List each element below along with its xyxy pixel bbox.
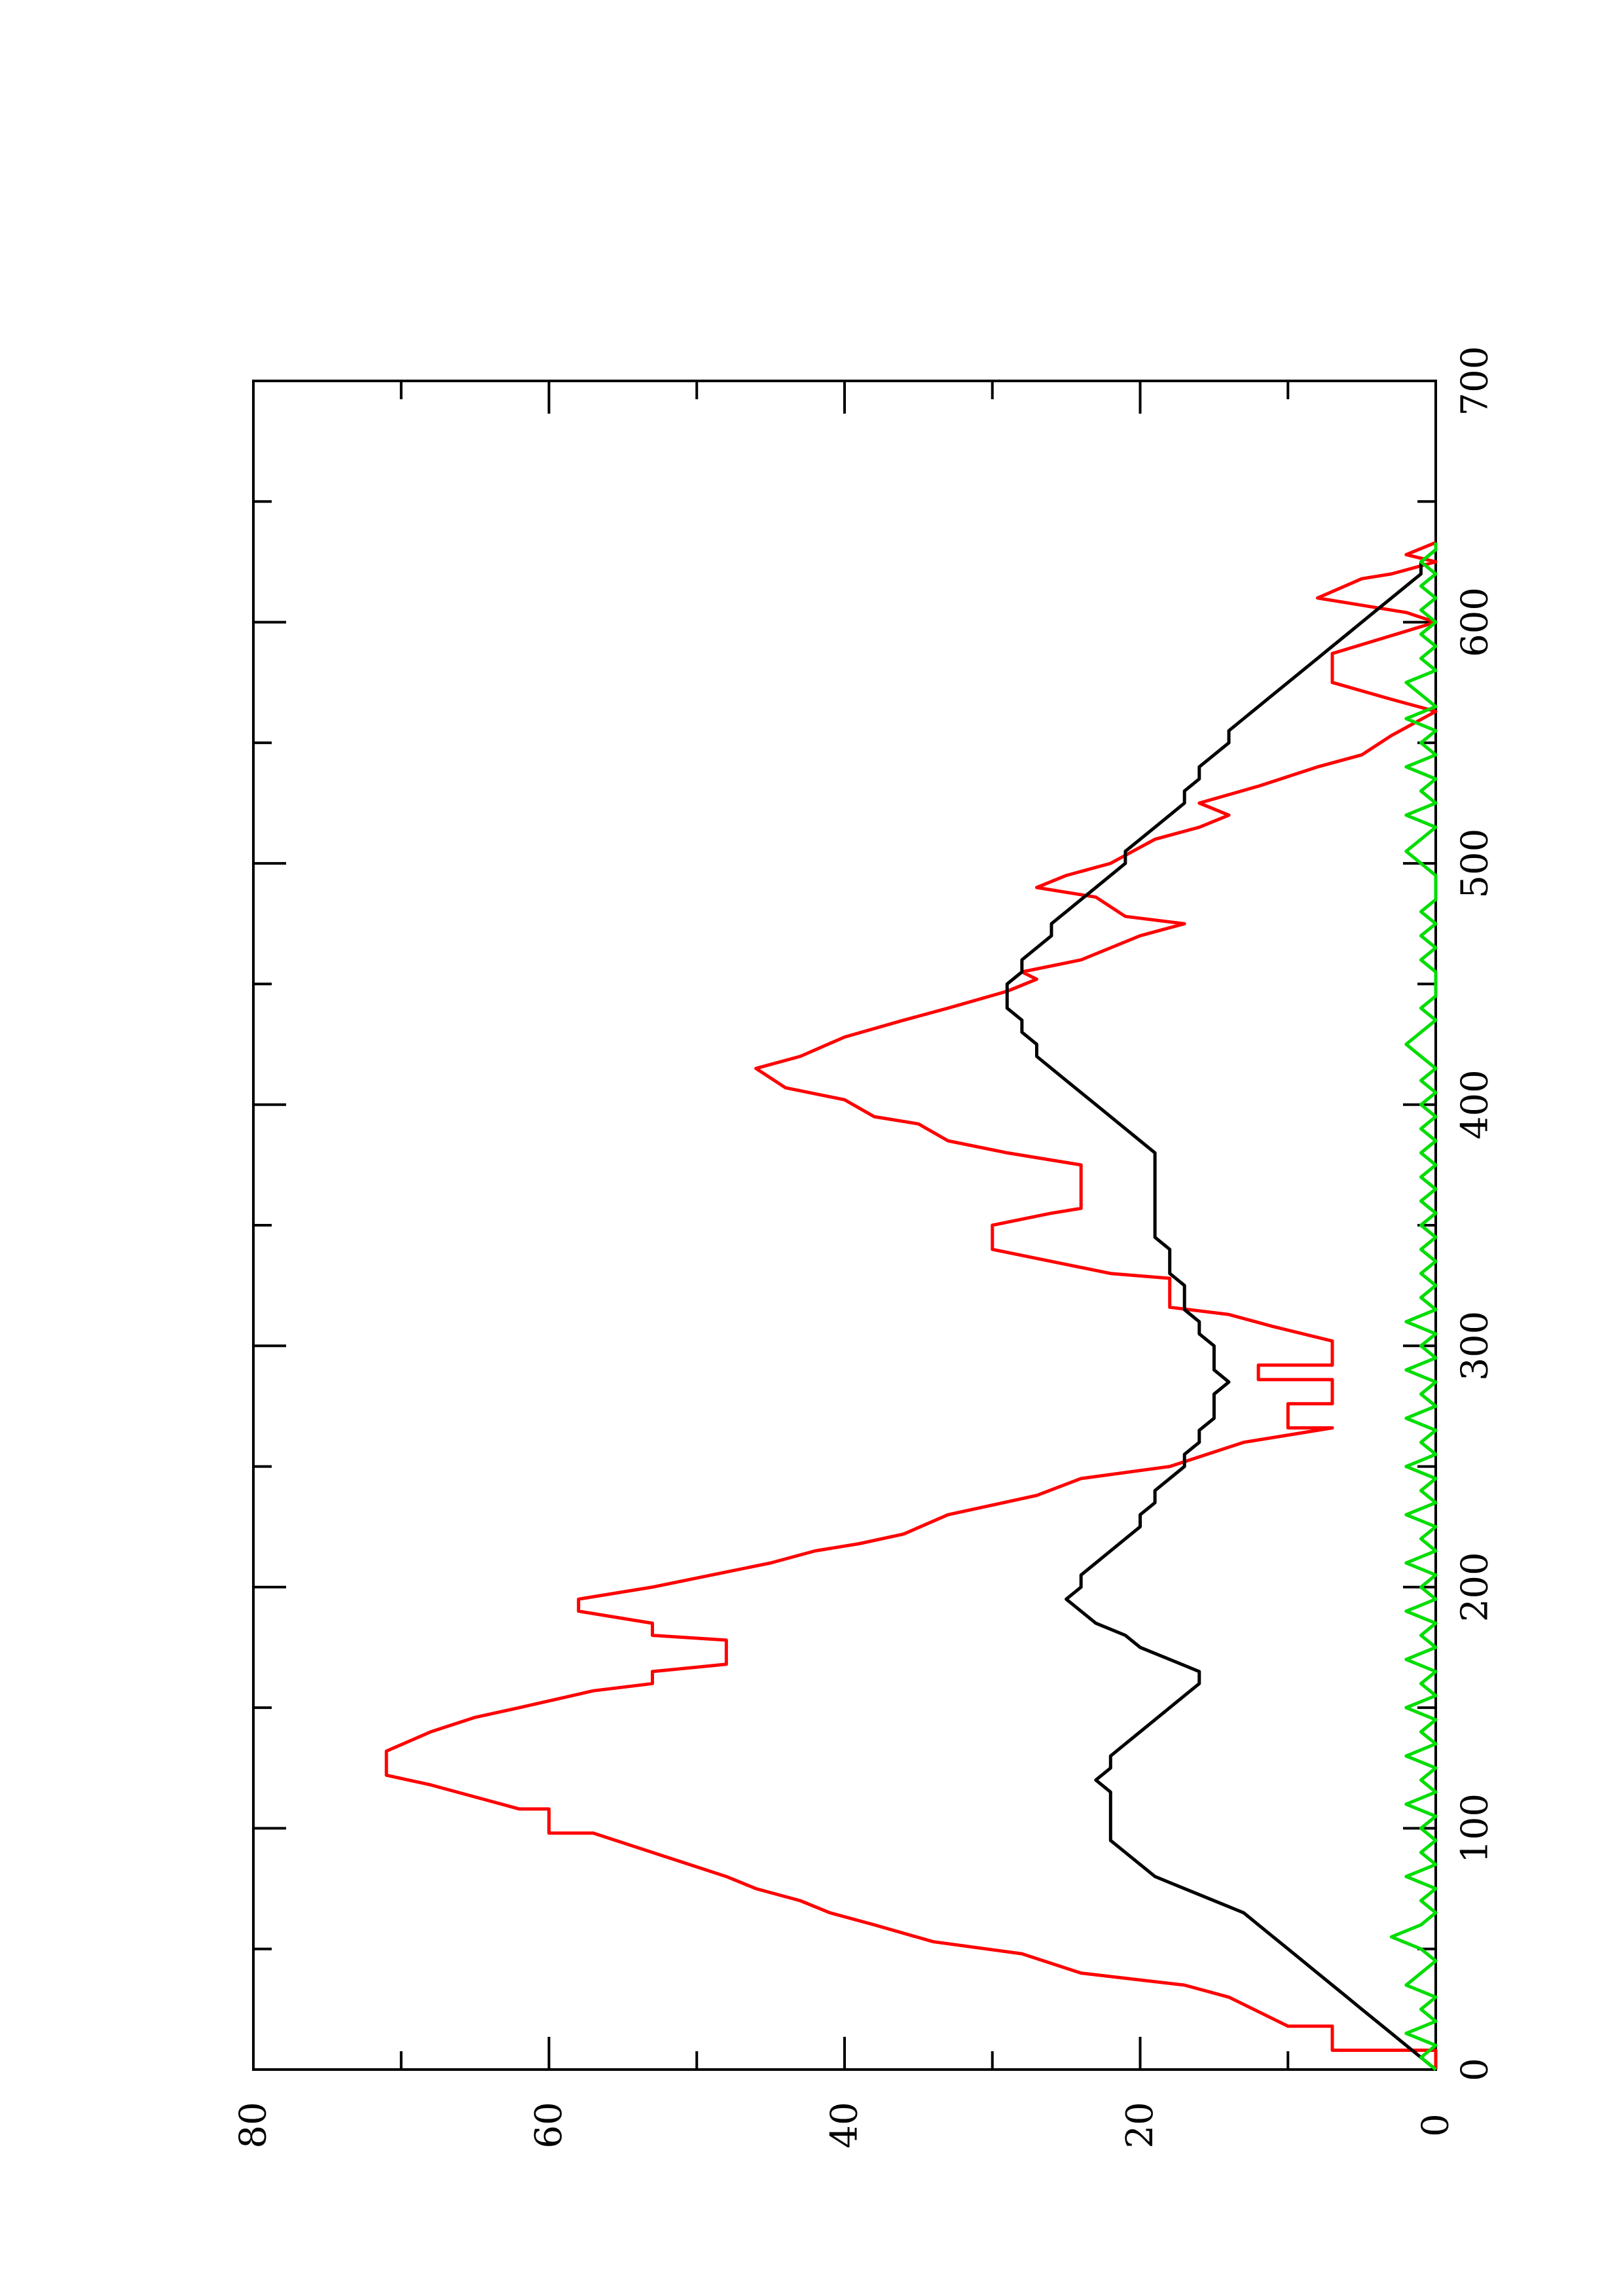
y-tick-label: 0 [1415,2113,1457,2137]
tick-labels: 0 100 200 300 400 500 600 700 0 20 40 60 80 [232,346,1497,2149]
x-tick-label: 400 [1454,1069,1497,1139]
y-tick-label: 60 [528,2102,570,2148]
series-line-1 [384,541,1438,2070]
x-tick-label: 500 [1454,829,1497,899]
x-tick-label: 600 [1454,587,1497,657]
x-tick-label: 0 [1454,2058,1497,2081]
series-layer [384,541,1438,2071]
tick-marks [252,380,1437,2071]
x-tick-label: 700 [1454,346,1497,416]
y-tick-label: 80 [232,2102,275,2148]
y-tick-label: 40 [824,2102,866,2148]
x-tick-label: 100 [1454,1793,1497,1863]
x-tick-label: 200 [1454,1552,1497,1622]
series-line-2 [1005,542,1438,2071]
y-tick-label: 20 [1119,2102,1161,2148]
plot-frame [252,380,1437,2071]
series-line-3 [1389,542,1438,2071]
x-tick-label: 300 [1454,1311,1497,1381]
